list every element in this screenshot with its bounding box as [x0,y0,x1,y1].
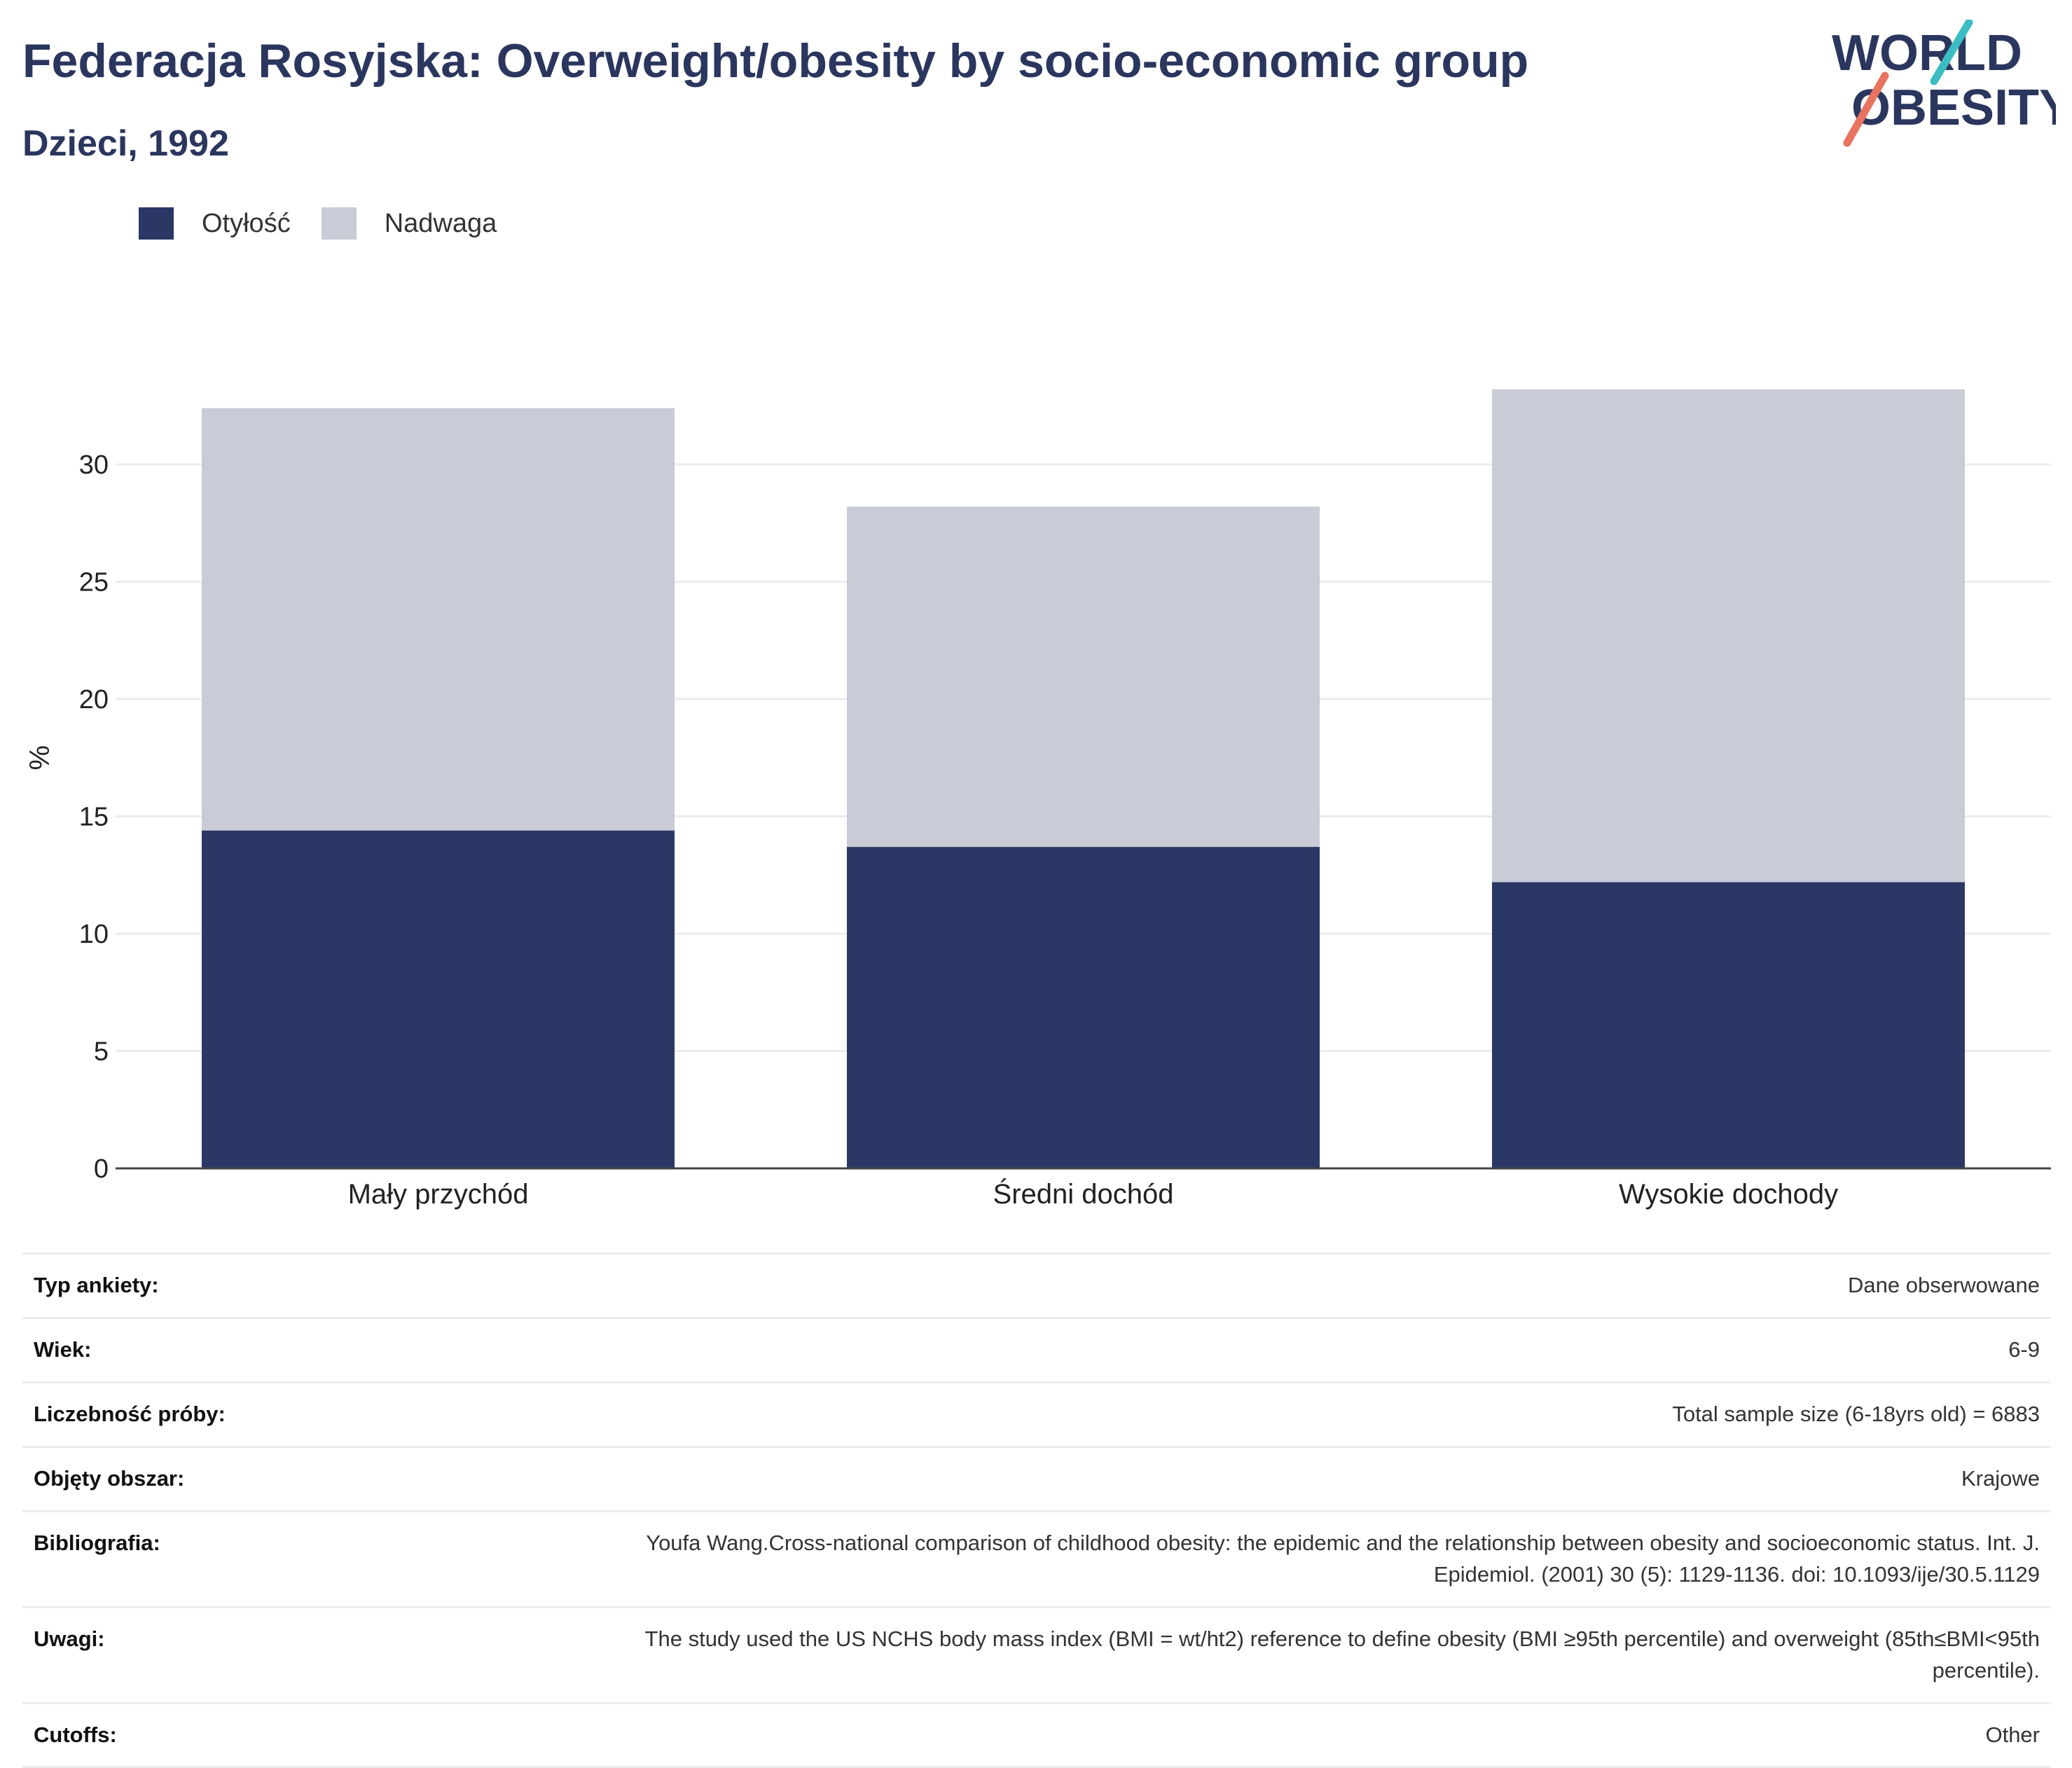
info-value: Krajowe [535,1445,2051,1512]
y-tick-label: 5 [94,1037,109,1067]
bar-overweight [1492,389,1965,883]
y-tick-label: 15 [79,803,109,832]
info-label: Bibliografia: [22,1510,535,1608]
chart-title: Federacja Rosyjska: Overweight/obesity b… [22,34,1529,88]
logo-coral-slash [1843,71,1889,147]
info-value: Total sample size (6-18yrs old) = 6883 [535,1381,2051,1448]
info-label: Typ ankiety: [22,1252,535,1319]
info-row: Liczebność próby: Total sample size (6-18… [22,1381,2051,1448]
bar-obesity [1492,882,1965,1168]
bar-chart: 0 5 10 15 20 25 30% Mały przychód Średni dochód W… [25,389,2051,1210]
info-value: The study used the US NCHS body mass ind… [535,1605,2051,1704]
info-label: Liczebność próby: [22,1381,535,1448]
chart-legend: Otyłość Nadwaga [139,207,527,240]
info-value: Other [535,1701,2051,1768]
x-tick-label: Wysokie dochody [1619,1179,1838,1210]
info-row: Typ ankiety: Dane obserwowane [22,1252,2051,1319]
world-obesity-logo: WORLD OBESITY [1832,20,2056,147]
info-label: Wiek: [22,1316,535,1383]
legend-label-overweight: Nadwaga [384,208,497,238]
info-row: Wiek: 6-9 [22,1316,2051,1383]
y-tick-label: 20 [79,685,109,714]
info-label: Uwagi: [22,1605,535,1704]
logo-text-line1: WORLD [1832,25,2022,81]
bar-overweight [847,506,1320,848]
x-tick-label: Średni dochód [993,1177,1174,1210]
info-row: Bibliografia: Youfa Wang.Cross-national c… [22,1510,2051,1608]
chart-subtitle: Dzieci, 1992 [22,123,229,164]
info-label: Objęty obszar: [22,1445,535,1512]
info-label: Cutoffs: [22,1701,535,1768]
x-tick-label: Mały przychód [348,1179,529,1210]
bar-obesity [847,847,1320,1168]
y-tick-label: 30 [79,450,109,480]
info-value: Dane obserwowane [535,1252,2051,1319]
legend-item-obesity[interactable]: Otyłość [139,207,291,240]
legend-swatch-obesity [139,207,174,240]
info-row: Objęty obszar: Krajowe [22,1445,2051,1512]
info-value: Youfa Wang.Cross-national comparison of … [535,1510,2051,1608]
bar-obesity [202,830,675,1168]
bar-overweight [202,408,675,831]
y-tick-label: 25 [79,568,109,598]
y-tick-label: 0 [94,1154,109,1184]
info-row: Cutoffs: Other [22,1701,2051,1768]
legend-item-overweight[interactable]: Nadwaga [321,207,497,240]
y-axis-label: % [25,745,55,771]
info-value: 6-9 [535,1316,2051,1383]
logo-text-line2: OBESITY [1851,80,2056,136]
info-row: Uwagi: The study used the US NCHS body ma… [22,1605,2051,1704]
logo-teal-slash [1930,20,1973,85]
legend-label-obesity: Otyłość [202,208,291,238]
y-tick-label: 10 [79,920,109,949]
info-table: Typ ankiety: Dane obserwowane Wiek: 6-9 Licz… [22,1252,2051,1768]
legend-swatch-overweight [321,207,357,240]
